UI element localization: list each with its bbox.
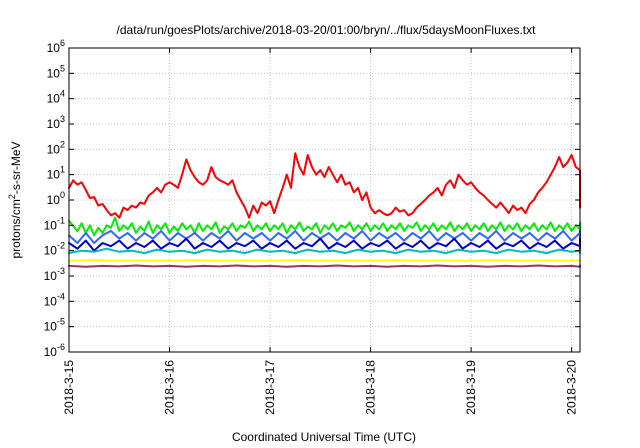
y-tick-label: 10-2 [44,241,65,258]
y-tick-label: 10-1 [44,215,65,232]
y-axis-label-rest: -s-sr-MeV [9,141,23,194]
y-tick-label: 10-4 [44,291,65,308]
x-tick-label: 2018-3-18 [364,360,378,415]
x-axis: 2018-3-15 2018-3-16 2018-3-17 2018-3-18 2018… [62,48,579,415]
y-tick-label: 10-6 [44,342,65,359]
y-tick-label: 10-3 [44,266,65,283]
x-axis-label: Coordinated Universal Time (UTC) [232,430,416,444]
y-tick-label: 105 [47,63,65,80]
y-tick-label: 102 [47,139,65,156]
y-tick-label: 100 [47,190,65,207]
y-axis-label-base: protons/cm [9,199,23,258]
x-tick-label: 2018-3-20 [565,360,579,415]
y-tick-label: 104 [47,89,65,106]
y-axis: 10-6 10-5 10-4 10-3 10-2 10-1 100 101 102 103 104 1… [44,38,580,359]
x-tick-label: 2018-3-17 [263,360,277,415]
x-tick-label: 2018-3-15 [62,360,76,415]
series-line-6 [68,259,581,262]
x-tick-label: 2018-3-19 [464,360,478,415]
x-tick-label: 2018-3-16 [163,360,177,415]
y-tick-label: 101 [47,165,65,182]
series-line-7 [68,264,581,268]
y-tick-label: 103 [47,114,65,131]
y-tick-label: 10-5 [44,317,65,334]
y-axis-label-sup: 2 [7,194,17,199]
y-axis-label: protons/cm2-s-sr-MeV [7,141,23,258]
chart-title: /data/run/goesPlots/archive/2018-03-20/0… [117,23,537,37]
y-tick-label: 106 [47,38,65,55]
